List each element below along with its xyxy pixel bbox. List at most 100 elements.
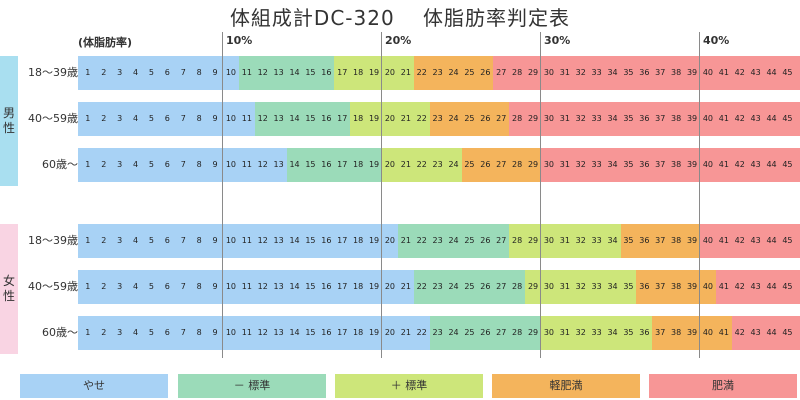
value-tick-label: 12 bbox=[257, 282, 268, 291]
value-tick-label: 8 bbox=[196, 282, 202, 291]
value-tick-label: 13 bbox=[273, 236, 284, 245]
value-tick-label: 35 bbox=[623, 328, 634, 337]
value-tick-label: 17 bbox=[337, 68, 348, 77]
value-tick-label: 30 bbox=[543, 160, 555, 169]
value-tick-label: 2 bbox=[101, 328, 107, 337]
value-tick-label: 4 bbox=[132, 328, 139, 337]
value-tick-label: 34 bbox=[607, 236, 618, 245]
value-tick-label: 1 bbox=[85, 68, 91, 77]
value-tick-label: 34 bbox=[607, 114, 618, 123]
value-tick-label: 5 bbox=[148, 282, 154, 291]
value-tick-label: 14 bbox=[289, 236, 300, 245]
value-tick-label: 5 bbox=[148, 236, 154, 245]
value-tick-label: 30 bbox=[543, 282, 555, 291]
value-tick-label: 10 bbox=[225, 236, 237, 245]
value-tick-label: 25 bbox=[464, 68, 475, 77]
value-tick-label: 31 bbox=[559, 236, 570, 245]
value-tick-label: 29 bbox=[527, 328, 539, 337]
value-tick-label: 19 bbox=[368, 114, 380, 123]
value-tick-label: 9 bbox=[212, 160, 218, 169]
value-tick-label: 27 bbox=[496, 114, 507, 123]
value-tick-label: 25 bbox=[464, 282, 475, 291]
value-tick-label: 12 bbox=[257, 68, 268, 77]
value-tick-label: 35 bbox=[623, 160, 634, 169]
value-tick-label: 9 bbox=[212, 114, 218, 123]
value-tick-label: 41 bbox=[718, 236, 729, 245]
value-tick-label: 38 bbox=[671, 282, 682, 291]
value-tick-label: 20 bbox=[384, 68, 396, 77]
value-tick-label: 12 bbox=[257, 160, 268, 169]
value-tick-label: 21 bbox=[400, 68, 411, 77]
value-tick-label: 15 bbox=[305, 236, 316, 245]
value-tick-label: 37 bbox=[655, 236, 666, 245]
segment-yase bbox=[78, 316, 430, 350]
value-tick-label: 17 bbox=[337, 328, 348, 337]
row-bar: 1 2 3 4 5 6 7 8 9 10 11 12 13 14 15 16 17 18 19 20 21 22 23 24 2… bbox=[78, 56, 800, 90]
value-tick-label: 21 bbox=[400, 328, 411, 337]
value-tick-label: 30 bbox=[543, 236, 555, 245]
value-tick-label: 22 bbox=[416, 68, 427, 77]
value-tick-label: 34 bbox=[607, 328, 618, 337]
segment-kei-himan bbox=[620, 224, 700, 258]
value-tick-label: 19 bbox=[368, 160, 380, 169]
segment-plus-hyojun bbox=[509, 224, 621, 258]
value-tick-label: 4 bbox=[132, 114, 139, 123]
value-tick-label: 29 bbox=[527, 282, 539, 291]
value-tick-label: 39 bbox=[686, 282, 698, 291]
value-tick-label: 3 bbox=[117, 68, 123, 77]
value-tick-label: 39 bbox=[686, 68, 698, 77]
value-tick-label: 41 bbox=[718, 282, 729, 291]
value-tick-label: 31 bbox=[559, 114, 570, 123]
value-tick-label: 39 bbox=[686, 114, 698, 123]
value-tick-label: 10 bbox=[225, 114, 237, 123]
value-tick-label: 17 bbox=[337, 282, 348, 291]
value-tick-label: 11 bbox=[241, 236, 252, 245]
value-tick-label: 35 bbox=[623, 282, 634, 291]
value-tick-label: 34 bbox=[607, 282, 618, 291]
value-tick-label: 1 bbox=[85, 236, 91, 245]
value-tick-label: 13 bbox=[273, 282, 284, 291]
value-tick-label: 12 bbox=[257, 114, 268, 123]
value-tick-label: 20 bbox=[384, 236, 396, 245]
value-tick-label: 15 bbox=[305, 328, 316, 337]
value-tick-label: 33 bbox=[591, 236, 602, 245]
value-tick-label: 38 bbox=[671, 114, 682, 123]
value-tick-label: 22 bbox=[416, 282, 427, 291]
value-tick-label: 6 bbox=[164, 160, 170, 169]
value-tick-label: 40 bbox=[702, 160, 714, 169]
value-tick-label: 14 bbox=[289, 114, 300, 123]
value-tick-label: 32 bbox=[575, 68, 586, 77]
value-tick-label: 38 bbox=[671, 328, 682, 337]
value-tick-label: 42 bbox=[734, 236, 745, 245]
value-tick-label: 38 bbox=[671, 160, 682, 169]
value-tick-label: 32 bbox=[575, 328, 586, 337]
value-tick-label: 7 bbox=[180, 114, 186, 123]
value-tick-label: 4 bbox=[132, 160, 139, 169]
value-tick-label: 45 bbox=[782, 160, 793, 169]
value-tick-label: 2 bbox=[101, 282, 107, 291]
segment-yase bbox=[78, 102, 255, 136]
value-tick-label: 41 bbox=[718, 160, 729, 169]
value-tick-label: 14 bbox=[289, 328, 300, 337]
value-tick-label: 3 bbox=[117, 114, 123, 123]
segment-minus-hyojun bbox=[429, 316, 541, 350]
value-tick-label: 1 bbox=[85, 328, 91, 337]
value-tick-label: 43 bbox=[750, 282, 761, 291]
value-tick-label: 13 bbox=[273, 160, 284, 169]
value-tick-label: 22 bbox=[416, 160, 427, 169]
value-tick-label: 35 bbox=[623, 236, 634, 245]
value-tick-label: 31 bbox=[559, 68, 570, 77]
percent-label-40: 40% bbox=[703, 34, 730, 47]
value-tick-label: 37 bbox=[655, 68, 666, 77]
value-tick-label: 27 bbox=[496, 282, 507, 291]
value-tick-label: 40 bbox=[702, 328, 714, 337]
value-tick-label: 31 bbox=[559, 282, 570, 291]
value-tick-label: 28 bbox=[512, 68, 523, 77]
row-bar: 1 2 3 4 5 6 7 8 9 10 11 12 13 14 15 16 17 18 19 20 21 22 23 24 2… bbox=[78, 102, 800, 136]
value-tick-label: 45 bbox=[782, 282, 793, 291]
segment-minus-hyojun bbox=[286, 148, 382, 182]
value-tick-label: 15 bbox=[305, 68, 316, 77]
value-tick-label: 38 bbox=[671, 236, 682, 245]
value-tick-label: 24 bbox=[448, 328, 459, 337]
value-tick-label: 10 bbox=[225, 328, 237, 337]
